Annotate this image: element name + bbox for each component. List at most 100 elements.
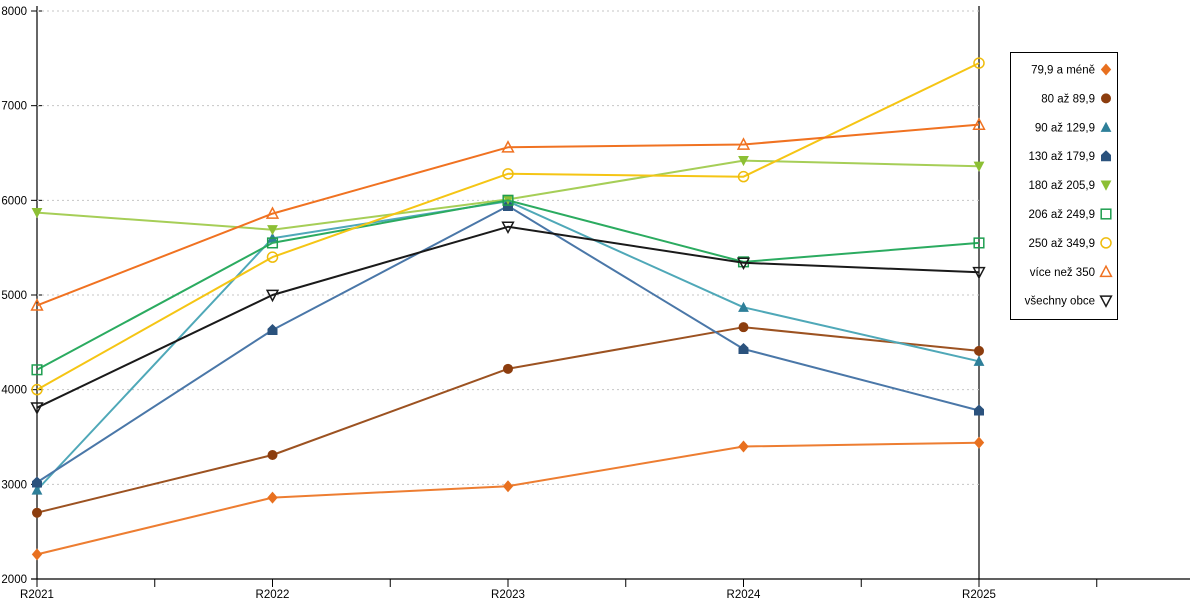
marker-shape [738,440,749,453]
marker-shape [501,221,515,235]
x-axis-label: R2025 [962,589,996,600]
circle-open-icon [1100,237,1112,249]
marker-shape [30,402,44,415]
series-line [36,225,980,409]
marker-shape [266,251,279,263]
diamond-icon [738,440,749,453]
marker-shape [738,342,749,354]
marker-shape [1100,63,1112,76]
legend-label: 130 až 179,9 [1028,151,1095,163]
diamond-icon [31,548,43,561]
triangle-down-open-icon [265,289,280,303]
triangle-down-open-icon [736,257,751,271]
x-axis-label: R2021 [20,589,54,600]
marker-shape [31,484,43,495]
gridlines [37,10,979,485]
triangle-up-open-icon [736,137,751,150]
x-axis-label: R2023 [491,589,525,600]
legend-item: 250 až 349,9 [1028,237,1112,250]
marker-shape [738,301,749,312]
marker-shape [31,383,43,396]
marker-shape [267,491,278,504]
triangle-up-open-icon [265,206,280,219]
square-open-icon [1100,208,1112,220]
legend-label: 180 až 205,9 [1028,180,1095,192]
triangle-up-open-icon [501,140,515,153]
series-90-a-129-9 [31,195,985,495]
square-open-icon [266,237,279,249]
marker-shape [32,507,42,518]
legend-item: 180 až 205,9 [1028,180,1112,192]
marker-shape [737,170,750,183]
diamond-icon [267,491,278,504]
triangle-down-open-icon [972,266,986,280]
triangle-down-icon [973,161,985,172]
square-open-icon [31,364,43,376]
marker-shape [267,449,278,460]
marker-shape [31,364,43,376]
triangle-down-icon [31,208,43,219]
axes: 2000 3000 4000 5000 6000 7000 8000 R2021 R2022 R2… [1,6,1190,600]
marker-shape [736,137,751,150]
y-axis-label: 5000 [1,290,27,302]
legend-item: více než 350 [1030,264,1113,279]
marker-shape [267,225,278,236]
triangle-up-open-icon [30,298,44,311]
pentagon-icon [267,324,278,336]
y-axis-label: 8000 [1,6,27,18]
series-line [36,123,980,307]
marker-shape [31,548,43,561]
circle-icon [738,322,749,333]
pentagon-icon [32,476,42,488]
series-v-echny-obce [30,221,986,415]
triangle-up-icon [738,301,749,312]
series-80-a-89-9 [32,322,984,518]
legend-label: všechny obce [1025,296,1095,308]
triangle-down-icon [267,225,278,236]
legend-label: 90 až 129,9 [1035,122,1095,134]
legend-box [1010,52,1118,320]
legend-label: více než 350 [1030,267,1095,279]
marker-shape [30,298,44,311]
legend: 79,9 a méně 80 až 89,9 90 až 129,9 130 až 1… [1010,52,1118,320]
marker-shape [31,208,43,219]
circle-icon [1101,93,1111,104]
marker-shape [1100,121,1112,132]
triangle-up-icon [973,355,985,366]
circle-open-icon [266,251,279,263]
series-lines [30,57,986,561]
legend-item: všechny obce [1025,295,1113,308]
legend-label: 250 až 349,9 [1028,238,1095,250]
circle-open-icon [31,383,43,396]
x-axis-label: R2024 [727,589,761,600]
square-open-icon [502,194,514,206]
triangle-down-icon [1100,180,1112,191]
diamond-icon [973,436,985,449]
legend-item: 130 až 179,9 [1028,150,1111,163]
series-line [36,200,980,491]
triangle-up-icon [1100,121,1112,132]
triangle-up-open-icon [972,117,986,130]
marker-shape [502,194,514,206]
pentagon-icon [974,404,984,416]
legend-label: 79,9 a méně [1031,65,1095,77]
y-axis-label: 7000 [1,101,27,113]
marker-shape [32,476,42,488]
marker-shape [973,436,985,449]
marker-shape [973,161,985,172]
marker-shape [738,155,749,167]
legend-item: 206 až 249,9 [1028,208,1112,221]
x-axis-label: R2022 [256,589,290,600]
marker-shape [974,345,984,356]
marker-shape [738,322,749,333]
legend-label: 80 až 89,9 [1041,93,1095,105]
marker-shape [266,237,279,249]
legend-item: 90 až 129,9 [1035,121,1112,134]
y-axis-label: 2000 [1,574,27,586]
circle-open-icon [973,57,985,69]
marker-shape [1100,237,1112,249]
marker-shape [1101,150,1111,162]
series-line [36,199,980,371]
